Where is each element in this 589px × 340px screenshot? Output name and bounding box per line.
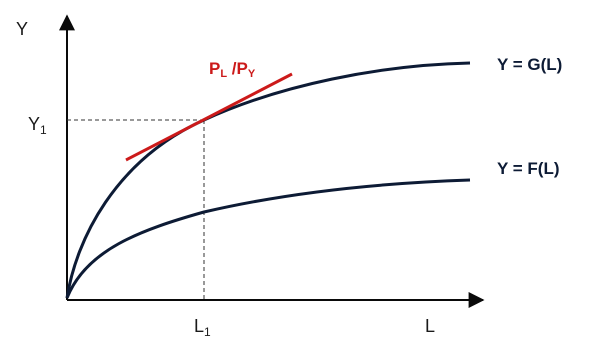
tangent-line — [125, 72, 293, 162]
price-ratio-label: PL /PY — [209, 59, 256, 80]
l1-label: L1 — [194, 316, 211, 339]
curve-y-equals-g-of-l — [65, 61, 471, 299]
curve-label-g: Y = G(L) — [497, 55, 562, 74]
x-axis-label: L — [425, 316, 435, 336]
curve-label-f: Y = F(L) — [497, 159, 560, 178]
y-axis-label: Y — [16, 19, 28, 39]
y1-label: Y1 — [28, 114, 47, 137]
curve-y-equals-f-of-l — [65, 178, 471, 299]
